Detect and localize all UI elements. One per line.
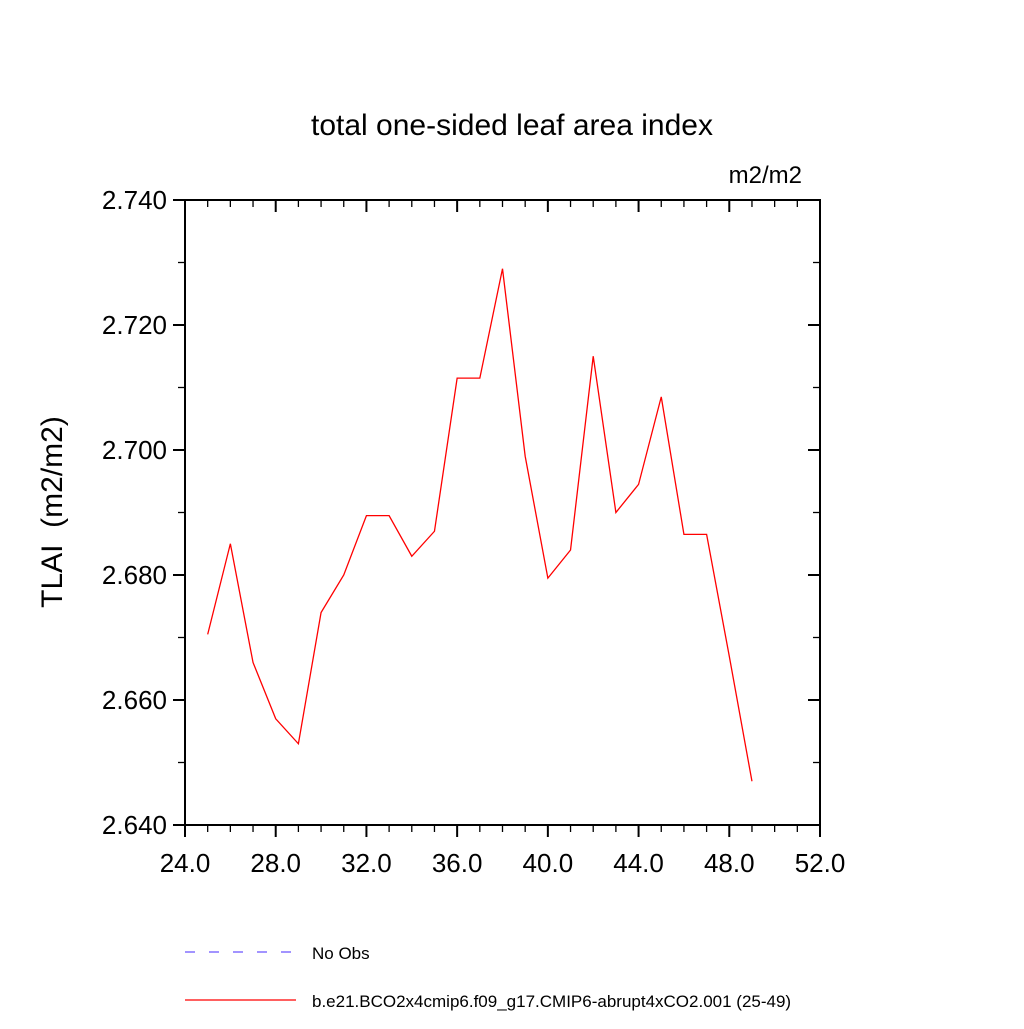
x-tick-label: 48.0 (704, 848, 755, 878)
x-tick-label: 44.0 (613, 848, 664, 878)
axes-group: 24.0 28.0 32.0 36.0 40.0 44.0 48.0 52.0 2.640 2.6… (102, 185, 845, 878)
x-tick-label: 36.0 (432, 848, 483, 878)
plot-frame (184, 199, 821, 826)
x-tick-label: 32.0 (341, 848, 392, 878)
legend: No Obs b.e21.BCO2x4cmip6.f09_g17.CMIP6-a… (185, 944, 791, 1011)
unit-label: m2/m2 (729, 162, 802, 189)
y-tick-label: 2.660 (102, 685, 167, 715)
x-tick-label: 52.0 (795, 848, 846, 878)
x-tick-label: 24.0 (160, 848, 211, 878)
y-tick-label: 2.740 (102, 185, 167, 215)
y-tick-label: 2.700 (102, 435, 167, 465)
legend-label-no-obs: No Obs (312, 944, 370, 963)
legend-label-series: b.e21.BCO2x4cmip6.f09_g17.CMIP6-abrupt4x… (312, 992, 791, 1011)
y-axis-title: TLAI (m2/m2) (36, 416, 69, 608)
y-tick-label: 2.680 (102, 560, 167, 590)
chart-title: total one-sided leaf area index (311, 109, 713, 142)
y-tick-label: 2.640 (102, 810, 167, 840)
y-tick-label: 2.720 (102, 310, 167, 340)
x-tick-label: 40.0 (523, 848, 574, 878)
x-tick-label: 28.0 (250, 848, 301, 878)
series-line-b-e21-bco2x4cmip6-f09-g1 (207, 268, 753, 782)
